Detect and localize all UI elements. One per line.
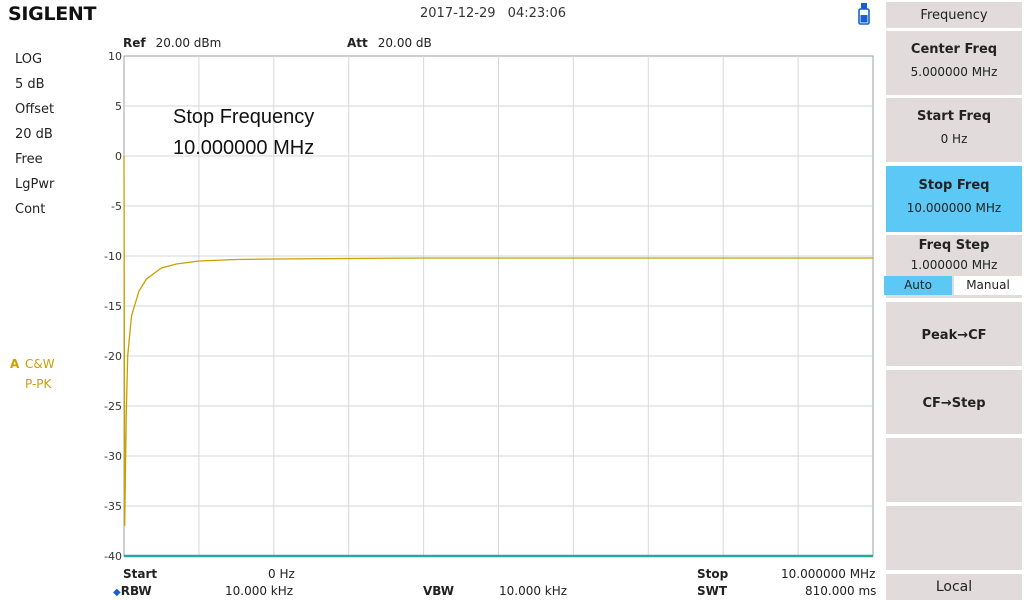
- trigger-mode: Free: [15, 152, 43, 167]
- swt-value: 810.000 ms: [805, 584, 877, 598]
- y-tick-label: -20: [104, 350, 122, 363]
- y-tick-label: 5: [115, 100, 122, 113]
- scale-div: 5 dB: [15, 77, 45, 92]
- grid: [124, 56, 873, 556]
- vbw-label: VBW: [423, 584, 455, 598]
- start-freq-button[interactable]: Start Freq 0 Hz: [886, 98, 1022, 162]
- softkey-panel: Frequency Center Freq 5.000000 MHz Start…: [884, 0, 1024, 600]
- start-label: Start: [123, 567, 158, 581]
- y-tick-label: -30: [104, 450, 122, 463]
- offset-value: 20 dB: [15, 127, 53, 142]
- att-value: 20.00 dB: [377, 36, 432, 50]
- y-tick-label: -15: [104, 300, 122, 313]
- start-value: 0 Hz: [268, 567, 295, 581]
- diamond-icon: ◆: [113, 587, 121, 598]
- freq-step-manual-toggle[interactable]: Manual: [954, 276, 1022, 295]
- freq-step-auto-toggle[interactable]: Auto: [884, 276, 952, 295]
- spectrum-plot[interactable]: 10 5 0 -5 -10 -15 -20 -25 -30 -35 -40: [0, 0, 884, 600]
- local-button[interactable]: Local: [886, 574, 1022, 600]
- traces: [123, 155, 873, 558]
- sweep-mode: Cont: [15, 202, 46, 217]
- active-function-title: Stop Frequency: [173, 106, 315, 128]
- center-freq-label: Center Freq: [910, 42, 998, 57]
- start-freq-value: 0 Hz: [940, 132, 968, 146]
- empty-softkey-7: [886, 438, 1022, 502]
- trace-letter: A: [10, 357, 20, 371]
- start-freq-label: Start Freq: [916, 109, 992, 124]
- date-time: 2017-12-29 04:23:06: [420, 6, 567, 21]
- stop-freq-button[interactable]: Stop Freq 10.000000 MHz: [886, 166, 1022, 232]
- stop-freq-label: Stop Freq: [918, 178, 990, 193]
- y-tick-label: -5: [111, 200, 122, 213]
- freq-step-value: 1.000000 MHz: [910, 258, 998, 272]
- peak-to-cf-label: Peak→CF: [921, 328, 987, 343]
- y-tick-labels: 10 5 0 -5 -10 -15 -20 -25 -30 -35 -40: [104, 50, 122, 563]
- ref-level: Ref 20.00 dBm: [123, 36, 221, 50]
- trace-mode: C&W: [25, 357, 55, 371]
- trace-detector: P-PK: [25, 377, 52, 391]
- stop-value: 10.000000 MHz: [781, 567, 876, 581]
- y-tick-label: 0: [115, 150, 122, 163]
- y-tick-label: -25: [104, 400, 122, 413]
- usb-icon: [858, 3, 870, 25]
- trace-a-line: [123, 155, 873, 527]
- att-label: Att: [347, 36, 368, 50]
- top-bar: SIGLENT 2017-12-29 04:23:06: [0, 0, 884, 28]
- freq-step-label: Freq Step: [918, 238, 990, 253]
- stop-label: Stop: [697, 567, 729, 581]
- y-tick-label: -40: [104, 550, 122, 563]
- offset-label: Offset: [15, 102, 55, 117]
- vbw-value: 10.000 kHz: [499, 584, 568, 598]
- siglent-logo: SIGLENT: [8, 3, 97, 25]
- peak-to-cf-button[interactable]: Peak→CF: [886, 302, 1022, 366]
- y-tick-label: 10: [108, 50, 122, 63]
- center-freq-button[interactable]: Center Freq 5.000000 MHz: [886, 31, 1022, 95]
- average-type: LgPwr: [15, 177, 55, 192]
- y-tick-label: -35: [104, 500, 122, 513]
- rbw-label: ◆RBW: [113, 584, 152, 598]
- ref-label: Ref: [123, 36, 146, 50]
- ref-value: 20.00 dBm: [155, 36, 222, 50]
- active-function-value: 10.000000 MHz: [173, 137, 315, 159]
- menu-title: Frequency: [886, 2, 1022, 28]
- stop-freq-value: 10.000000 MHz: [906, 201, 1002, 215]
- y-tick-label: -10: [104, 250, 122, 263]
- cf-to-step-button[interactable]: CF→Step: [886, 370, 1022, 434]
- empty-softkey-8: [886, 506, 1022, 570]
- scale-type: LOG: [15, 52, 43, 67]
- swt-label: SWT: [697, 584, 728, 598]
- cf-to-step-label: CF→Step: [922, 396, 986, 411]
- rbw-value: 10.000 kHz: [225, 584, 294, 598]
- center-freq-value: 5.000000 MHz: [910, 65, 998, 79]
- attenuation: Att 20.00 dB: [347, 36, 432, 50]
